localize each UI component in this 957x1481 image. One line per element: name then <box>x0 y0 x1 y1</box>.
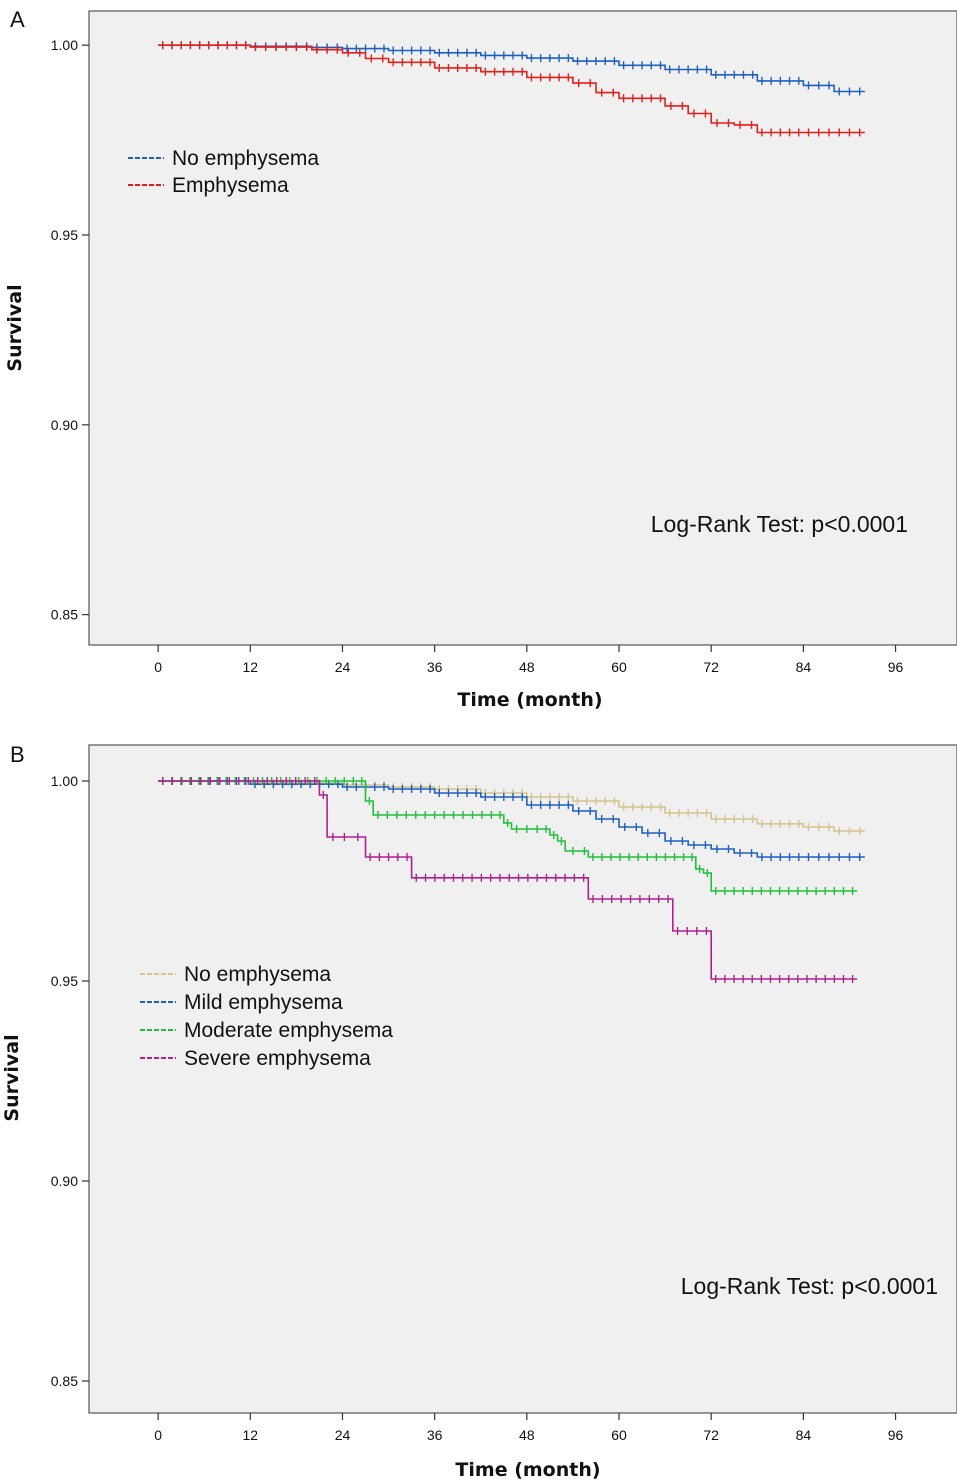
x-tick-label: 12 <box>243 1427 259 1443</box>
survival-curve <box>158 780 858 980</box>
series-moderate-emphysema <box>158 777 858 895</box>
x-tick-label: 48 <box>519 659 535 675</box>
y-axis-title: Survival <box>4 284 26 371</box>
x-axis-title: Time (month) <box>457 689 602 711</box>
survival-curve <box>158 44 865 134</box>
x-tick-label: 12 <box>243 659 259 675</box>
y-tick-label: 0.85 <box>51 607 78 623</box>
plot-area <box>88 10 957 646</box>
log-rank-annotation: Log-Rank Test: p<0.0001 <box>651 511 908 537</box>
legend-label: Moderate emphysema <box>184 1019 393 1042</box>
x-tick-label: 72 <box>703 1427 719 1443</box>
plot-area <box>88 744 957 1414</box>
x-tick-label: 36 <box>427 1427 443 1443</box>
y-tick-label: 1.00 <box>51 37 78 53</box>
series-severe-emphysema <box>158 777 858 983</box>
survival-curve <box>158 780 865 858</box>
y-tick-label: 0.90 <box>51 417 78 433</box>
x-tick-label: 84 <box>796 1427 812 1443</box>
x-tick-label: 84 <box>796 659 812 675</box>
x-tick-label: 96 <box>888 659 904 675</box>
y-tick-label: 0.90 <box>51 1173 78 1189</box>
x-tick-label: 60 <box>611 659 627 675</box>
x-tick-label: 0 <box>154 659 162 675</box>
legend-label: Mild emphysema <box>184 991 343 1014</box>
x-axis-title: Time (month) <box>455 1459 600 1481</box>
y-axis-title: Survival <box>1 1034 23 1121</box>
legend-label: No emphysema <box>184 963 331 986</box>
y-tick-label: 0.95 <box>51 227 78 243</box>
y-tick-label: 0.95 <box>51 973 78 989</box>
x-tick-label: 60 <box>611 1427 627 1443</box>
panel-b: B 0.85 0.90 0.95 1.00 0 12 24 36 48 60 72 84 96 Time (… <box>1 742 957 1481</box>
survival-curve <box>158 780 858 892</box>
log-rank-annotation: Log-Rank Test: p<0.0001 <box>681 1273 938 1299</box>
panel-letter: B <box>10 742 25 767</box>
y-tick-label: 1.00 <box>51 773 78 789</box>
legend: No emphysema Emphysema <box>128 147 319 197</box>
legend: No emphysema Mild emphysema Moderate emphy… <box>140 963 393 1070</box>
series-emphysema <box>158 41 865 137</box>
x-tick-label: 36 <box>427 659 443 675</box>
panel-letter: A <box>10 7 25 32</box>
legend-label: Severe emphysema <box>184 1047 371 1070</box>
x-tick-label: 72 <box>703 659 719 675</box>
y-tick-label: 0.85 <box>51 1373 78 1389</box>
legend-label: No emphysema <box>172 147 319 170</box>
x-tick-label: 96 <box>888 1427 904 1443</box>
legend-label: Emphysema <box>172 174 289 197</box>
x-tick-label: 24 <box>335 1427 351 1443</box>
x-tick-label: 24 <box>335 659 351 675</box>
x-tick-label: 48 <box>519 1427 535 1443</box>
panel-a: A 0.85 0.90 0.95 1.00 0 12 24 36 48 60 72 84 96 Time (… <box>4 7 957 711</box>
x-tick-label: 0 <box>154 1427 162 1443</box>
